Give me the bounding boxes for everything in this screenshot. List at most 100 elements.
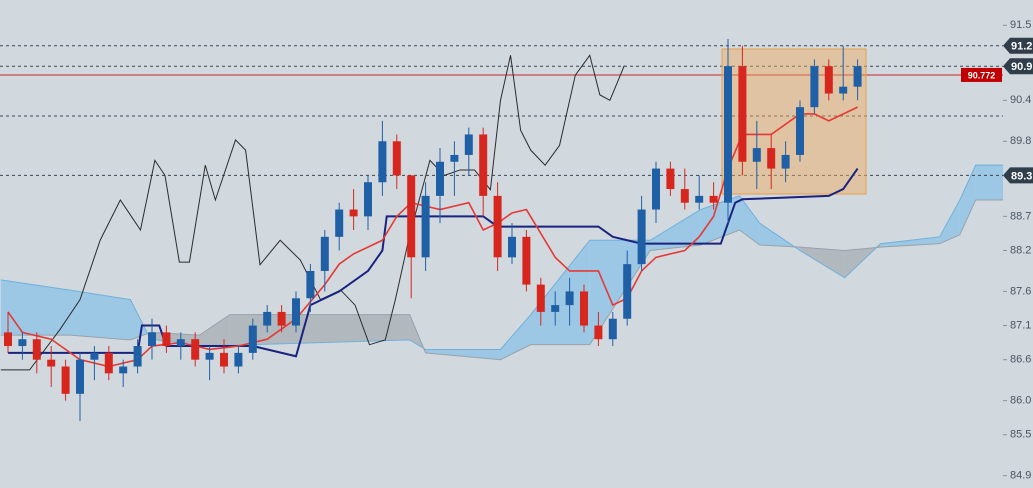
candle-body <box>205 352 214 360</box>
candle-body <box>508 236 516 258</box>
chikou-line <box>0 54 625 371</box>
cloud-segment <box>425 349 501 360</box>
cloud-edge <box>0 164 1004 350</box>
candle-body <box>162 332 171 347</box>
candle-body <box>724 66 732 203</box>
candle-body <box>522 236 531 285</box>
candle-body <box>32 339 41 360</box>
candle-body <box>364 182 372 217</box>
cloud-segment <box>650 209 701 251</box>
candle-body <box>580 291 588 326</box>
cloud-segment <box>800 247 845 278</box>
candle-body <box>61 366 70 394</box>
candle-body <box>248 325 257 353</box>
candle-body <box>767 148 776 169</box>
level-badge-label: 89.3 <box>1011 170 1032 182</box>
candle-body <box>349 209 358 217</box>
candle-body <box>320 236 329 271</box>
cloud-segment <box>589 240 651 345</box>
y-tick-label: 88.2 <box>1010 244 1031 256</box>
candle-body <box>796 107 804 155</box>
cloud-segment <box>939 199 960 244</box>
current-price-badge <box>961 67 1002 82</box>
price-levels <box>0 45 1003 176</box>
candle-body <box>47 359 56 367</box>
candle-body <box>594 325 603 340</box>
candle-body <box>652 168 660 210</box>
candle-body <box>608 318 617 340</box>
candle-body <box>450 154 459 162</box>
candle-body <box>191 339 200 360</box>
candles <box>4 38 862 422</box>
cloud-segment <box>69 290 131 340</box>
candle-body <box>436 161 444 196</box>
candle-body <box>234 352 243 367</box>
candle-body <box>220 352 228 367</box>
cloud-edge <box>0 199 1004 361</box>
cloud-segment <box>229 314 410 346</box>
candle-body <box>378 141 387 183</box>
candle-body <box>810 66 819 108</box>
candle-body <box>738 66 747 162</box>
y-tick-label: 87.1 <box>1010 319 1031 331</box>
cloud-segment <box>739 195 760 246</box>
candle-body <box>306 270 315 299</box>
cloud-segment <box>0 279 70 336</box>
candle-body <box>407 175 416 258</box>
candle-body <box>148 332 156 347</box>
price-badges: 91.2 90.9 89.3 90.772 <box>961 37 1033 184</box>
candle-body <box>709 195 718 203</box>
candle-body <box>752 148 761 162</box>
candle-body <box>133 346 142 367</box>
level-badge <box>1003 167 1033 184</box>
current-price-label: 90.772 <box>968 70 996 80</box>
candle-body <box>76 359 84 394</box>
y-tick-label: 91.5 <box>1010 19 1031 31</box>
candle-body <box>536 284 545 312</box>
candle-body <box>824 66 833 94</box>
y-tick-label: 86.6 <box>1010 354 1031 366</box>
candle-body <box>90 352 99 360</box>
cloud-segment <box>530 240 590 345</box>
y-tick-label: 90.4 <box>1010 94 1031 106</box>
candle-body <box>853 66 862 87</box>
candle-body <box>565 291 574 306</box>
level-badge-label: 91.2 <box>1011 41 1032 53</box>
cloud-segment <box>975 165 1004 200</box>
price-axis: 84.9 85.5 86.0 86.6 87.1 87.6 88.2 88.7 89.8 90.4… <box>1003 19 1031 482</box>
level-badge <box>1003 58 1033 75</box>
y-tick-label: 87.6 <box>1010 285 1031 297</box>
candle-body <box>551 305 560 312</box>
candle-body <box>392 141 401 176</box>
candle-body <box>104 352 113 374</box>
y-tick-label: 84.9 <box>1010 470 1031 482</box>
candle-body <box>839 86 848 94</box>
cloud-segment <box>199 314 230 346</box>
candle-body <box>637 209 646 265</box>
candle-body <box>695 195 704 203</box>
candle-body <box>263 311 272 326</box>
candle-body <box>292 298 300 326</box>
y-tick-label: 86.0 <box>1010 395 1031 407</box>
candle-body <box>464 134 473 155</box>
candle-body <box>277 311 286 326</box>
level-badge <box>1003 37 1033 54</box>
candle-body <box>4 332 12 347</box>
y-tick-label: 89.8 <box>1010 135 1031 147</box>
y-tick-label: 85.5 <box>1010 429 1031 441</box>
level-badge-label: 90.9 <box>1011 61 1032 73</box>
cloud-segment <box>880 236 940 248</box>
candle-body <box>335 209 344 237</box>
candle-body <box>493 195 502 258</box>
candle-body <box>623 264 632 319</box>
cloud-segment <box>700 195 740 246</box>
tenkan-line <box>7 106 858 368</box>
candle-body <box>18 339 27 347</box>
candle-body <box>479 134 488 196</box>
candle-body <box>421 195 430 258</box>
candle-body <box>176 339 185 347</box>
candle-body <box>680 189 689 203</box>
cloud-segment <box>959 165 976 235</box>
